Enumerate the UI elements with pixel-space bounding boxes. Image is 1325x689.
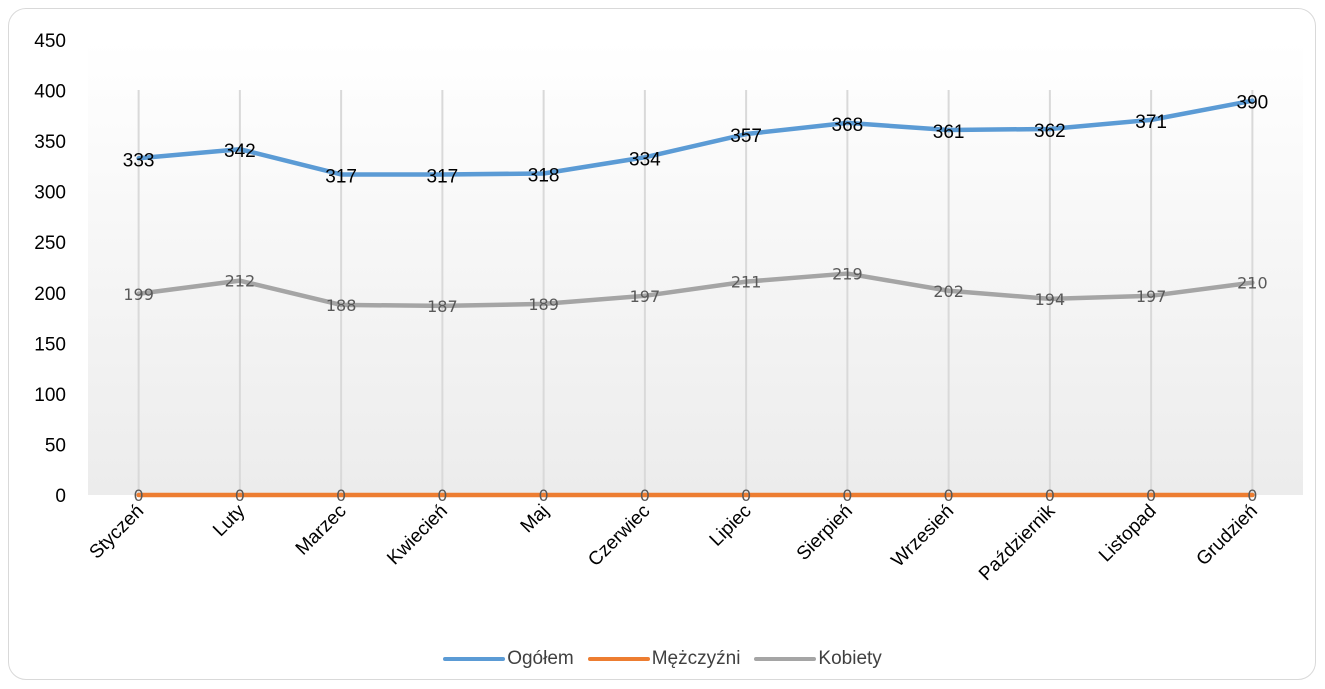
data-label: 0	[1146, 486, 1156, 505]
data-label: 390	[1237, 93, 1269, 114]
legend-swatch	[587, 657, 650, 661]
data-label: 194	[1035, 290, 1066, 309]
x-tick-label: Czerwiec	[584, 501, 654, 571]
legend-swatch	[754, 657, 817, 661]
y-tick-label: 400	[34, 82, 66, 103]
data-label: 368	[832, 115, 864, 136]
data-label: 342	[224, 141, 256, 162]
x-tick-label: Wrzesień	[888, 501, 959, 572]
data-label: 0	[336, 486, 346, 505]
y-tick-label: 50	[45, 435, 66, 456]
x-tick-label: Marzec	[292, 501, 351, 560]
legend-swatch	[443, 657, 506, 661]
data-label: 212	[225, 272, 256, 291]
x-tick-label: Maj	[517, 501, 554, 538]
data-label: 334	[629, 149, 661, 170]
data-label: 0	[437, 486, 447, 505]
y-tick-label: 450	[34, 31, 66, 52]
x-tick-label: Grudzień	[1193, 501, 1262, 570]
data-label: 0	[1247, 486, 1257, 505]
data-label: 357	[730, 126, 762, 147]
data-label: 0	[741, 486, 751, 505]
legend-label: Kobiety	[818, 648, 882, 669]
data-label: 362	[1034, 121, 1066, 142]
x-tick-label: Październik	[975, 500, 1060, 585]
data-label: 0	[1045, 486, 1055, 505]
legend-item: Kobiety	[754, 648, 882, 670]
data-label: 211	[731, 273, 762, 292]
y-tick-label: 0	[55, 486, 66, 507]
x-tick-label: Sierpień	[793, 501, 857, 565]
data-label: 318	[528, 165, 560, 186]
data-label: 202	[933, 282, 964, 301]
data-label: 0	[235, 486, 245, 505]
data-label: 371	[1135, 112, 1167, 133]
data-label: 189	[528, 295, 559, 314]
x-tick-label: Lipiec	[706, 501, 756, 551]
data-label: 197	[1136, 287, 1167, 306]
x-tick-label: Kwiecień	[383, 501, 452, 570]
legend-item: Mężczyźni	[587, 648, 741, 670]
data-label: 0	[539, 486, 549, 505]
y-tick-label: 350	[34, 132, 66, 153]
data-label: 197	[630, 287, 661, 306]
data-label: 210	[1237, 274, 1268, 293]
data-label: 361	[933, 122, 965, 143]
data-label: 0	[134, 486, 144, 505]
data-label: 333	[123, 150, 155, 171]
y-tick-label: 200	[34, 284, 66, 305]
legend: Ogółem Mężczyźni Kobiety	[0, 648, 1325, 670]
legend-label: Ogółem	[507, 648, 574, 669]
plot-area	[88, 40, 1303, 495]
data-label: 0	[842, 486, 852, 505]
data-label: 317	[325, 166, 357, 187]
data-label: 0	[640, 486, 650, 505]
data-label: 187	[427, 297, 458, 316]
data-label: 219	[832, 265, 863, 284]
x-tick-label: Styczeń	[86, 501, 149, 564]
x-tick-label: Luty	[209, 500, 250, 541]
legend-item: Ogółem	[443, 648, 574, 670]
data-label: 0	[944, 486, 954, 505]
y-tick-label: 300	[34, 183, 66, 204]
series-line-2	[136, 271, 1255, 309]
legend-label: Mężczyźni	[651, 648, 741, 669]
y-tick-label: 100	[34, 385, 66, 406]
y-tick-label: 250	[34, 233, 66, 254]
data-label: 199	[123, 285, 154, 304]
series-line-0	[136, 98, 1255, 177]
data-label: 317	[427, 166, 459, 187]
x-tick-label: Listopad	[1095, 501, 1161, 567]
y-tick-label: 150	[34, 334, 66, 355]
data-label: 188	[326, 296, 357, 315]
